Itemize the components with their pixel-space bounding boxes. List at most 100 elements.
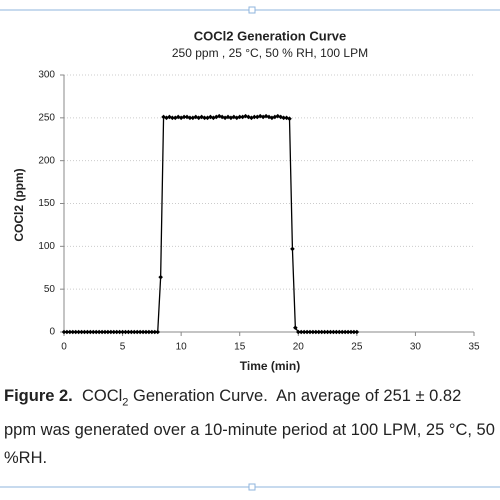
x-tick-label: 5 [120, 342, 126, 353]
data-point [90, 329, 96, 335]
data-point [336, 329, 342, 335]
data-point [348, 329, 354, 335]
data-point [243, 113, 248, 119]
data-point [287, 116, 292, 121]
data-line [64, 115, 357, 333]
x-axis-label: Time (min) [240, 359, 300, 373]
data-point [249, 115, 254, 121]
y-tick-label: 300 [38, 70, 55, 81]
data-point [216, 113, 222, 119]
y-tick-label: 100 [38, 241, 55, 252]
data-point [328, 329, 333, 335]
data-point [322, 329, 327, 335]
data-point [331, 329, 336, 335]
data-point [170, 115, 175, 121]
y-tick-label: 150 [38, 198, 55, 209]
data-point [123, 329, 128, 335]
data-point [228, 115, 234, 121]
data-point [61, 329, 67, 335]
data-point [79, 329, 84, 335]
data-point [120, 329, 125, 335]
data-point [129, 329, 134, 335]
data-point [67, 329, 73, 335]
data-point [269, 115, 275, 121]
data-point [310, 329, 316, 335]
caption-text: Generation Curve. An average of 251 ± 0.… [4, 387, 500, 468]
data-point [134, 329, 140, 335]
data-point [319, 329, 325, 335]
caption: Figure 2. COCl2 Generation Curve. An ave… [4, 382, 496, 472]
data-point [275, 113, 281, 119]
y-tick-label: 0 [49, 327, 55, 338]
x-tick-label: 20 [293, 342, 305, 353]
x-tick-label: 30 [410, 342, 422, 353]
caption-text: COCl [81, 387, 123, 405]
chart-subtitle: 250 ppm , 25 °C, 50 % RH, 100 LPM [172, 46, 368, 60]
data-point [325, 329, 330, 335]
data-point [99, 329, 105, 335]
data-point [140, 329, 146, 335]
data-point [354, 329, 360, 335]
data-point [158, 274, 163, 280]
data-point [298, 329, 304, 335]
data-point [152, 329, 158, 335]
caption-subscript: 2 [122, 396, 129, 409]
y-tick-label: 250 [38, 112, 55, 123]
data-point [161, 114, 166, 120]
data-point [88, 329, 93, 335]
data-point [351, 329, 357, 335]
data-point [313, 329, 319, 335]
chart-title: COCl2 Generation Curve [194, 28, 346, 43]
data-point [301, 329, 307, 335]
handle [248, 483, 256, 491]
data-point [307, 329, 313, 335]
y-tick-label: 50 [44, 284, 56, 295]
data-point [70, 329, 76, 335]
data-point [105, 329, 111, 335]
handle [248, 6, 256, 14]
data-point [181, 114, 187, 120]
data-point [196, 115, 202, 121]
data-point [281, 115, 286, 121]
data-point [167, 114, 172, 120]
data-point [149, 329, 155, 335]
data-point [316, 329, 322, 335]
data-point [208, 114, 213, 120]
data-point [339, 329, 345, 335]
data-point [260, 114, 266, 120]
data-point [93, 329, 99, 335]
data-point [254, 114, 260, 120]
x-tick-label: 0 [61, 342, 67, 353]
data-point [290, 246, 295, 252]
data-point [143, 329, 149, 335]
data-point [111, 329, 117, 335]
x-tick-label: 10 [176, 342, 188, 353]
x-tick-label: 25 [351, 342, 363, 353]
data-point [137, 329, 143, 335]
data-point [85, 329, 90, 335]
data-point [82, 329, 87, 335]
data-point [126, 329, 131, 335]
data-point [155, 329, 161, 335]
caption-label: Figure 2. [4, 387, 73, 405]
data-point [342, 329, 348, 335]
data-point [187, 115, 193, 121]
data-point [146, 329, 152, 335]
y-tick-label: 200 [38, 155, 55, 166]
y-axis-label: COCl2 (ppm) [12, 168, 26, 241]
data-point [175, 114, 181, 120]
data-point [295, 329, 301, 335]
data-point [293, 325, 298, 331]
data-point [76, 329, 81, 335]
data-point [252, 114, 257, 120]
data-point [64, 329, 70, 335]
data-point [73, 329, 79, 335]
data-point [334, 329, 339, 335]
data-point [304, 329, 310, 335]
x-tick-label: 15 [234, 342, 246, 353]
data-point [96, 329, 102, 335]
data-point [202, 115, 207, 121]
data-point [222, 115, 228, 121]
